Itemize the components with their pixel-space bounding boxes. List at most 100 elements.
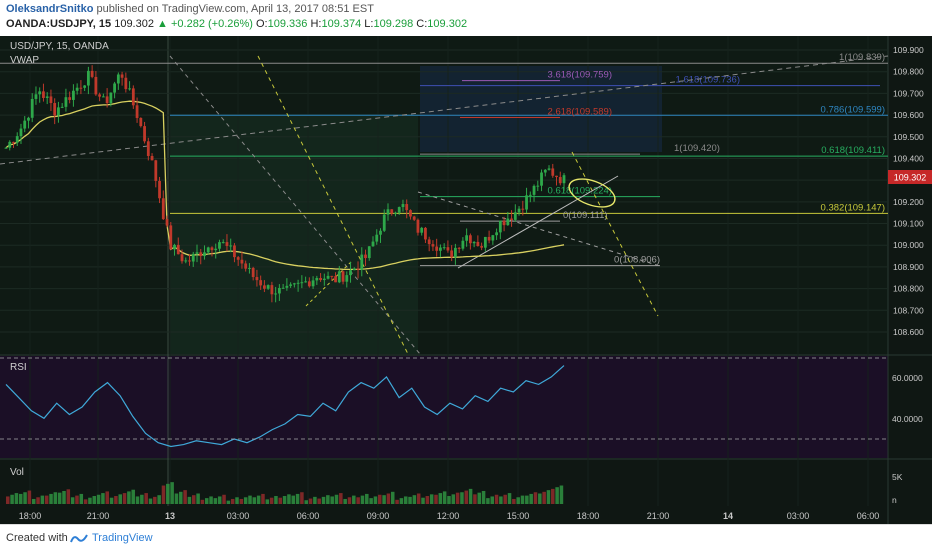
trend-line[interactable]	[417, 191, 661, 267]
price-axis[interactable]	[888, 36, 932, 506]
fib-level-label: 1(109.420)	[674, 143, 720, 154]
volume-bar	[416, 493, 421, 504]
tradingview-link[interactable]: TradingView	[92, 532, 153, 544]
candle-body	[345, 275, 349, 282]
candle-body	[300, 282, 304, 284]
candle-body	[165, 219, 169, 226]
volume-bar	[390, 491, 395, 504]
candle-body	[397, 207, 401, 213]
candle-body	[86, 70, 90, 86]
candle-body	[281, 287, 285, 289]
volume-bar	[538, 493, 542, 504]
rsi-panel	[0, 356, 888, 458]
price-tick-label: 109.600	[893, 110, 924, 120]
candle-body	[468, 235, 472, 244]
candle-body	[124, 77, 128, 90]
time-tick-label: 06:00	[857, 511, 880, 521]
volume-bar	[66, 489, 71, 504]
candle-body	[143, 126, 146, 142]
volume-bar	[533, 492, 538, 504]
volume-bar	[473, 494, 477, 504]
candle-body	[510, 218, 513, 220]
volume-bar	[382, 495, 386, 504]
volume-bar	[114, 496, 118, 504]
volume-bar	[559, 485, 564, 504]
volume-bar	[200, 499, 205, 504]
volume-bar	[62, 490, 66, 504]
chart-area[interactable]: 1(109.839) 3.618(109.759) 1.618(109.736) 0.…	[0, 36, 932, 524]
candle-body	[75, 87, 79, 91]
candle-body	[53, 103, 57, 116]
chart-svg[interactable]: 1(109.839) 3.618(109.759) 1.618(109.736) 0.…	[0, 36, 932, 524]
volume-bar	[101, 493, 105, 504]
time-tick-label: 12:00	[437, 511, 460, 521]
trend-line[interactable]	[305, 260, 353, 307]
candle-body	[322, 278, 326, 281]
publish-header: OleksandrSnitko published on TradingView…	[0, 0, 932, 36]
candle-body	[390, 209, 394, 214]
candle-body	[27, 117, 30, 121]
candle-body	[461, 240, 465, 249]
candle-body	[83, 85, 87, 88]
candle-body	[409, 210, 412, 217]
candle-body	[528, 194, 532, 196]
volume-bar	[499, 496, 503, 504]
trend-line[interactable]	[169, 55, 421, 355]
candle-body	[394, 212, 397, 214]
candle-body	[203, 252, 206, 257]
volume-bar	[187, 496, 192, 504]
volume-bar	[304, 500, 308, 504]
candle-body	[547, 168, 551, 170]
volume-bar	[135, 496, 140, 504]
volume-bar	[442, 491, 447, 504]
candle-body	[105, 96, 109, 104]
trend-line[interactable]	[457, 175, 619, 269]
price-tick-label: 109.000	[893, 240, 924, 250]
candle-body	[176, 244, 180, 255]
volume-bar	[455, 492, 460, 504]
vwap-line	[5, 100, 565, 271]
volume-bar	[494, 494, 499, 504]
volume-bar	[170, 482, 174, 504]
author-link[interactable]: OleksandrSnitko	[6, 3, 94, 15]
volume-bar	[235, 497, 239, 504]
volume-bar	[490, 496, 494, 504]
candle-body	[49, 96, 53, 104]
volume-bar	[166, 483, 170, 504]
target-ellipse[interactable]	[565, 174, 618, 213]
time-tick-label: 09:00	[367, 511, 390, 521]
price-tag	[888, 170, 932, 184]
volume-bar	[529, 493, 533, 504]
published-text: published on TradingView.com, April 13, …	[96, 3, 374, 15]
volume-bar	[131, 489, 135, 504]
candle-body	[472, 241, 476, 244]
low-label: L:	[364, 18, 374, 30]
volume-bar	[118, 494, 122, 504]
vol-tick-label: n	[892, 495, 897, 505]
candle-body	[337, 271, 341, 283]
trend-line[interactable]	[571, 151, 659, 317]
volume-bar	[105, 491, 110, 504]
candle-body	[476, 241, 480, 247]
candle-body	[60, 106, 64, 108]
candle-body	[555, 175, 558, 178]
volume-bar	[96, 494, 101, 504]
time-axis[interactable]	[0, 506, 888, 524]
candle-body	[94, 76, 98, 95]
candle-body	[326, 275, 330, 279]
volume-bar	[447, 496, 451, 504]
candle-body	[356, 268, 360, 270]
candle-body	[330, 275, 334, 277]
volume-bar	[49, 493, 53, 504]
candle-body	[427, 239, 431, 245]
volume-bar	[542, 491, 546, 504]
volume-bar	[546, 490, 551, 504]
candle-body	[465, 235, 469, 241]
candle-body	[30, 98, 34, 118]
low-value: 109.298	[373, 18, 414, 30]
volume-bar	[313, 496, 317, 504]
volume-bar	[174, 493, 179, 504]
candle-body	[12, 141, 15, 143]
candle-body	[225, 242, 229, 247]
time-tick-label: 03:00	[227, 511, 250, 521]
